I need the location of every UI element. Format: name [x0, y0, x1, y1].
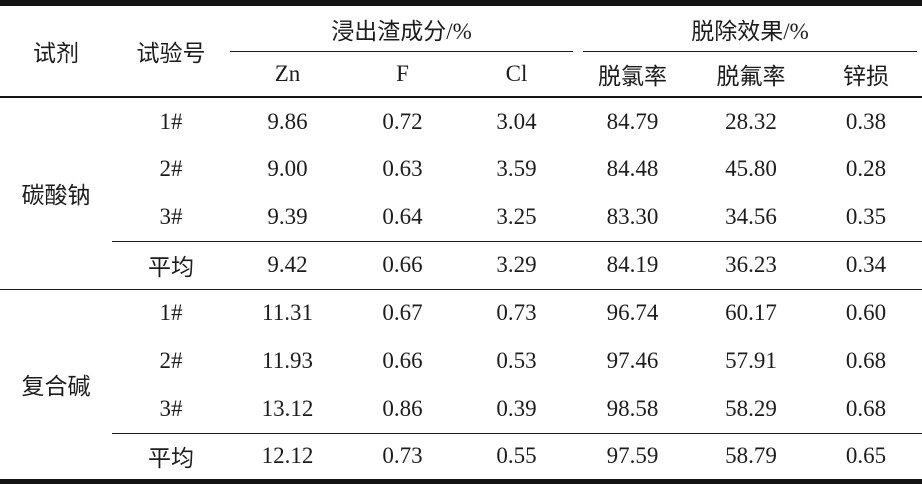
- row-label: 平均: [148, 446, 194, 471]
- row-label: 3#: [112, 385, 230, 434]
- data-cell: 3.29: [460, 241, 574, 290]
- table-row: 3# 9.39 0.64 3.25 83.30 34.56 0.35: [0, 193, 922, 242]
- data-cell: 97.59: [606, 443, 659, 468]
- col-header-defluorination-rate: 脱氟率: [692, 52, 811, 98]
- data-cell: 0.55: [496, 443, 537, 468]
- data-cell: 45.80: [725, 156, 777, 181]
- row-label: 1#: [159, 300, 183, 326]
- data-cell: 0.64: [345, 193, 460, 242]
- data-cell: 9.86: [267, 108, 308, 134]
- reagent-cell-sodium-carbonate: 碳酸钠: [0, 97, 112, 290]
- data-cell: 60.17: [725, 300, 777, 326]
- data-cell: 36.23: [692, 241, 811, 290]
- data-cell: 0.68: [810, 385, 922, 434]
- data-cell: 97.46: [606, 348, 659, 373]
- col-header-zinc-loss: 锌损: [810, 52, 922, 98]
- data-cell: 13.12: [230, 385, 345, 434]
- data-cell: 9.42: [230, 241, 345, 290]
- data-cell: 0.28: [845, 156, 887, 181]
- data-cell: 0.35: [810, 193, 922, 242]
- data-cell: 3.04: [496, 108, 537, 134]
- data-cell: 58.29: [692, 385, 811, 434]
- data-cell: 0.38: [845, 108, 887, 134]
- data-cell: 0.39: [460, 385, 574, 434]
- data-cell: 12.12: [261, 443, 314, 468]
- header-test-no: 试验号: [112, 3, 230, 98]
- data-cell: 11.93: [262, 348, 313, 373]
- table-row: 3# 13.12 0.86 0.39 98.58 58.29 0.68: [0, 385, 922, 434]
- data-cell: 84.19: [573, 241, 693, 290]
- table-row: 2# 9.00 0.63 3.59 84.48 45.80 0.28: [0, 145, 922, 193]
- table-row-average: 平均 9.42 0.66 3.29 84.19 36.23 0.34: [0, 241, 922, 290]
- data-cell: 0.73: [496, 300, 537, 326]
- row-label: 1#: [159, 108, 183, 134]
- table-row: 2# 11.93 0.66 0.53 97.46 57.91 0.68: [0, 337, 922, 385]
- data-cell: 3.25: [460, 193, 574, 242]
- data-cell: 0.73: [382, 443, 423, 468]
- data-cell: 0.66: [345, 241, 460, 290]
- table-row: 碳酸钠 1# 9.86 0.72 3.04 84.79 28.32 0.38: [0, 97, 922, 290]
- data-cell: 84.79: [606, 108, 659, 134]
- header-group-residue-composition: 浸出渣成分/%: [230, 3, 574, 52]
- data-cell: 0.53: [496, 348, 537, 373]
- data-cell: 0.68: [845, 348, 887, 373]
- data-cell: 84.48: [606, 156, 659, 181]
- col-header-dechlorination-rate: 脱氯率: [573, 52, 693, 98]
- header-group-removal-effect: 脱除效果/%: [573, 3, 922, 52]
- data-cell: 58.79: [725, 443, 777, 468]
- table-row: 复合碱 1# 11.31 0.67 0.73 96.74 60.17 0.60: [0, 289, 922, 399]
- data-cell: 3.59: [496, 156, 537, 181]
- data-cell: 96.74: [606, 300, 659, 326]
- data-cell: 83.30: [573, 193, 693, 242]
- col-header-zn: Zn: [230, 52, 345, 98]
- data-cell: 0.72: [382, 108, 423, 134]
- data-cell: 34.56: [692, 193, 811, 242]
- data-cell: 9.00: [267, 156, 308, 181]
- data-cell: 98.58: [573, 385, 693, 434]
- data-cell: 11.31: [262, 300, 313, 326]
- data-cell: 0.86: [345, 385, 460, 434]
- header-reagent: 试剂: [0, 3, 112, 98]
- col-header-cl: Cl: [460, 52, 574, 98]
- row-label: 3#: [112, 193, 230, 242]
- table-row-average: 平均 12.12 0.73 0.55 97.59 58.79 0.65: [0, 433, 922, 481]
- data-cell: 9.39: [230, 193, 345, 242]
- data-cell: 0.34: [810, 241, 922, 290]
- row-label: 2#: [159, 156, 183, 181]
- row-label: 2#: [159, 348, 183, 373]
- data-cell: 0.65: [845, 443, 887, 468]
- data-cell: 0.63: [382, 156, 423, 181]
- col-header-f: F: [345, 52, 460, 98]
- data-cell: 57.91: [725, 348, 777, 373]
- header-group-residue-label: 浸出渣成分/%: [230, 6, 574, 52]
- row-label: 平均: [112, 241, 230, 290]
- data-cell: 0.66: [382, 348, 423, 373]
- data-cell: 0.60: [845, 300, 887, 326]
- reagent-cell-composite-alkali: 复合碱: [21, 374, 91, 399]
- header-group-removal-label: 脱除效果/%: [583, 6, 918, 52]
- data-cell: 0.67: [382, 300, 423, 326]
- data-cell: 28.32: [725, 108, 777, 134]
